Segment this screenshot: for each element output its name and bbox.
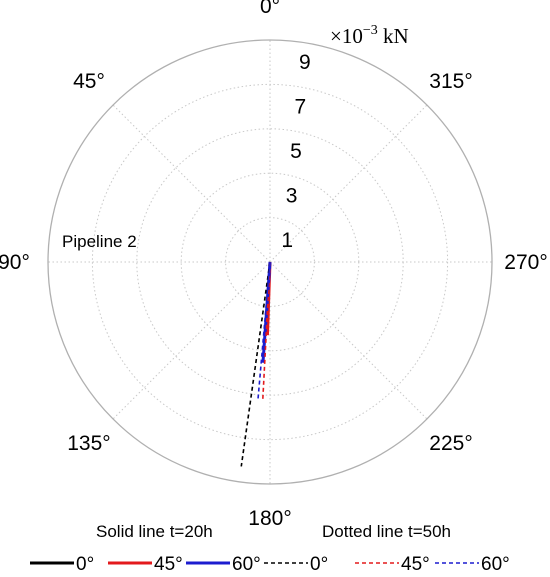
legend-dotted-title: Dotted line t=50h (322, 522, 451, 541)
radial-labels: 1 3 5 7 9 (281, 51, 310, 252)
pipeline-annotation: Pipeline 2 (62, 232, 137, 251)
angle-tick-label: 45° (73, 70, 105, 93)
grid-spoke (269, 104, 428, 263)
radial-tick-label: 9 (299, 51, 311, 74)
angle-tick-label: 135° (67, 432, 110, 455)
legend-label: 45° (401, 554, 430, 575)
grid-spoke (112, 104, 271, 263)
legend-label: 45° (154, 554, 183, 575)
series-line-t-50h-5 (261, 261, 271, 400)
angle-tick-label: 90° (0, 251, 30, 274)
legend: Solid line t=20h Dotted line t=50h 0° 45°… (30, 522, 510, 575)
angle-tick-label: 180° (248, 507, 291, 530)
angle-tick-label: 0° (260, 0, 280, 18)
series-line-t-50h-4 (240, 261, 271, 467)
radial-unit-exponent: −3 (363, 23, 378, 38)
radial-tick-label: 3 (286, 184, 298, 207)
legend-label: 60° (232, 554, 261, 575)
radial-unit-label: ×10−3 kN (330, 23, 409, 48)
series-lines (240, 261, 272, 467)
angle-tick-label: 315° (429, 70, 472, 93)
radial-tick-label: 7 (295, 96, 307, 119)
legend-label: 0° (310, 554, 328, 575)
angle-tick-label: 225° (429, 432, 472, 455)
angle-tick-label: 270° (504, 251, 547, 274)
legend-label: 60° (481, 554, 510, 575)
legend-label: 0° (76, 554, 94, 575)
radial-unit-base: ×10 (330, 24, 363, 48)
series-line-t-50h-6 (257, 261, 271, 402)
radial-unit-text: kN (378, 24, 409, 48)
grid-ring-8 (91, 83, 449, 441)
outer-ring (47, 39, 493, 485)
grid-spoke (112, 261, 271, 420)
grid-spoke (269, 261, 428, 420)
legend-entries: 0° 45° 60° 0° 45° 60° (30, 554, 510, 575)
angle-labels: 0° 315° 270° 225° 180° 135° 90° 45° (0, 0, 548, 530)
radial-tick-label: 1 (281, 229, 293, 252)
legend-solid-title: Solid line t=20h (96, 522, 213, 541)
radial-tick-label: 5 (290, 140, 302, 163)
